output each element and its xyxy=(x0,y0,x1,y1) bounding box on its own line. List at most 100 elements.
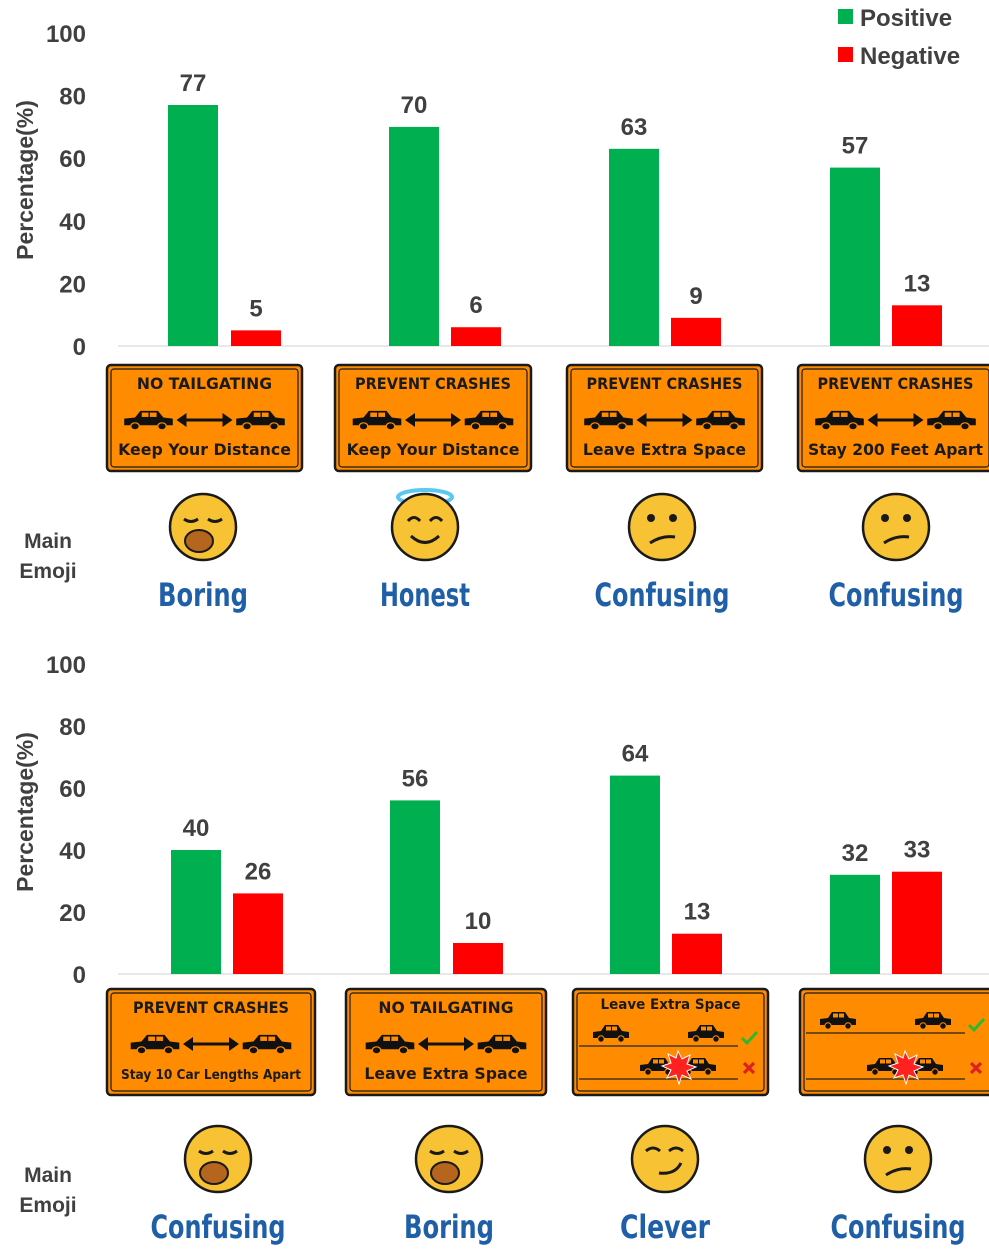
row-label-emoji: Emoji xyxy=(19,560,76,583)
road-sign: PREVENT CRASHES Stay 10 Car Lengths Apart xyxy=(105,987,317,1097)
y-tick-label: 20 xyxy=(59,900,86,927)
bar-positive xyxy=(610,775,660,974)
road-sign: NO TAILGATING Keep Your Distance xyxy=(105,363,304,473)
bar-positive xyxy=(830,167,880,346)
y-axis-title: Percentage(%) xyxy=(12,100,38,260)
data-label: 57 xyxy=(842,133,869,160)
eyes xyxy=(645,1146,684,1153)
data-label: 33 xyxy=(904,837,931,864)
y-tick-label: 100 xyxy=(46,652,86,679)
emotion-word: Confusing xyxy=(829,576,964,614)
face xyxy=(630,1124,700,1194)
data-label: 5 xyxy=(249,295,262,322)
y-tick-label: 80 xyxy=(59,714,86,741)
eye xyxy=(903,514,911,522)
data-label: 70 xyxy=(401,92,428,119)
chart-panel-2: 0 20 40 60 80 100 Percentage(%) 40 26 56 10 64 13 32 3… xyxy=(12,652,989,1246)
legend-swatch-negative xyxy=(838,47,853,62)
data-label: 32 xyxy=(842,840,869,867)
row-label-emoji: Emoji xyxy=(19,1194,76,1217)
legend: Positive Negative xyxy=(838,5,960,70)
road-sign: Leave Extra Space xyxy=(571,987,770,1097)
sign-board xyxy=(105,363,304,473)
eye xyxy=(647,514,655,522)
sign-inner-border xyxy=(801,368,989,468)
sign-top-text: Leave Extra Space xyxy=(601,997,741,1013)
y-tick-label: 100 xyxy=(46,21,86,48)
bar-negative xyxy=(231,330,281,346)
emotion-word: Honest xyxy=(380,576,470,614)
road-sign xyxy=(798,987,989,1097)
eye xyxy=(669,514,677,522)
emotion-word: Confusing xyxy=(151,1208,286,1246)
y-tick-label: 40 xyxy=(59,209,86,236)
road-sign: PREVENT CRASHES Leave Extra Space xyxy=(565,363,764,473)
mouth xyxy=(409,534,441,544)
sign-inner-border xyxy=(338,368,528,468)
sign-board xyxy=(796,363,989,473)
sign-top-text: NO TAILGATING xyxy=(137,374,272,393)
checkmark-icon xyxy=(740,1030,759,1046)
chart-panel-1: 0 20 40 60 80 100 Percentage(%) 77 5 70 6 63 9 57 13 NO… xyxy=(12,21,989,614)
emotion-word: Boring xyxy=(404,1208,494,1246)
data-label: 77 xyxy=(180,70,207,97)
sign-bottom-text: Keep Your Distance xyxy=(347,440,520,459)
road-sign: PREVENT CRASHES Stay 200 Feet Apart xyxy=(796,363,989,473)
legend-swatch-positive xyxy=(838,9,853,24)
sign-bottom-text: Stay 10 Car Lengths Apart xyxy=(121,1068,301,1083)
face xyxy=(627,492,697,562)
yawning-face-icon xyxy=(414,1124,484,1194)
bar-negative xyxy=(451,327,501,346)
legend-label-negative: Negative xyxy=(860,43,960,70)
bar-positive xyxy=(390,800,440,974)
yawning-face-icon xyxy=(168,492,238,562)
data-label: 10 xyxy=(465,908,492,935)
sign-inner-border xyxy=(110,992,312,1092)
eyes xyxy=(183,517,223,523)
data-label: 13 xyxy=(904,270,931,297)
cross-icon xyxy=(969,1061,983,1075)
legend-label-positive: Positive xyxy=(860,5,952,32)
data-label: 13 xyxy=(684,899,711,926)
checkmark-icon xyxy=(967,1017,986,1033)
hand xyxy=(184,529,214,553)
sign-top-text: PREVENT CRASHES xyxy=(355,374,511,393)
bar-positive xyxy=(171,850,221,974)
y-tick-label: 60 xyxy=(59,146,86,173)
sign-inner-border xyxy=(349,992,543,1092)
bar-negative xyxy=(892,305,942,346)
eyes xyxy=(198,1149,238,1155)
sign-inner-border xyxy=(570,368,759,468)
data-label: 63 xyxy=(621,114,648,141)
sign-board xyxy=(333,363,533,473)
data-label: 40 xyxy=(183,815,210,842)
sign-bottom-text: Stay 200 Feet Apart xyxy=(808,440,983,459)
cross-icon xyxy=(742,1061,756,1075)
eye xyxy=(883,1146,891,1154)
data-label: 9 xyxy=(689,283,702,310)
bar-positive xyxy=(609,148,659,346)
bar-positive xyxy=(168,104,218,347)
crash-burst-icon xyxy=(887,1049,925,1086)
road-sign: PREVENT CRASHES Keep Your Distance xyxy=(333,363,533,473)
hand xyxy=(199,1161,229,1185)
smirking-face-icon xyxy=(630,1124,700,1194)
eyes xyxy=(429,1149,469,1155)
row-label-main: Main xyxy=(24,530,72,553)
emotion-word: Confusing xyxy=(595,576,730,614)
hand xyxy=(430,1161,460,1185)
y-tick-label: 0 xyxy=(73,962,86,989)
road-sign: NO TAILGATING Leave Extra Space xyxy=(344,987,548,1097)
sign-bottom-text: Leave Extra Space xyxy=(583,440,746,459)
mouth xyxy=(885,1167,912,1177)
mouth xyxy=(649,535,676,545)
data-label: 6 xyxy=(469,292,482,319)
bar-positive xyxy=(389,126,439,347)
emotion-word: Confusing xyxy=(831,1208,966,1246)
crash-burst-icon xyxy=(660,1049,698,1086)
yawning-face-icon xyxy=(183,1124,253,1194)
sign-top-text: PREVENT CRASHES xyxy=(818,374,974,393)
emotion-word: Clever xyxy=(620,1208,710,1246)
row-label-main: Main xyxy=(24,1164,72,1187)
